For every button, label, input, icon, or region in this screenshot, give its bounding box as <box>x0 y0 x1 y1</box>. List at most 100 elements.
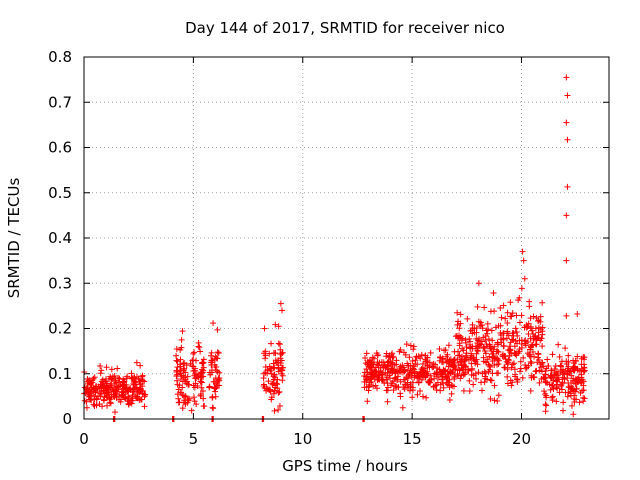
data-point <box>509 310 516 317</box>
data-point <box>210 320 217 327</box>
data-point <box>91 402 98 409</box>
data-point <box>275 323 282 330</box>
data-point <box>268 340 275 347</box>
data-point <box>548 367 555 374</box>
data-point <box>99 382 106 389</box>
data-point <box>391 362 398 369</box>
data-point <box>263 385 270 392</box>
data-point <box>108 382 115 389</box>
data-point <box>436 345 443 352</box>
data-point <box>178 336 185 343</box>
data-point <box>214 326 221 333</box>
data-point <box>201 403 208 409</box>
data-point <box>103 383 110 390</box>
data-point <box>137 386 144 393</box>
data-point <box>503 358 510 365</box>
data-point <box>474 303 481 310</box>
data-point <box>83 388 90 395</box>
data-point <box>113 394 120 401</box>
data-point <box>522 361 529 368</box>
data-point <box>530 374 537 381</box>
data-point <box>543 394 550 401</box>
data-point <box>200 356 207 363</box>
data-point <box>451 360 458 367</box>
data-point <box>581 395 588 402</box>
data-point <box>507 346 514 353</box>
data-point <box>508 336 515 343</box>
data-point <box>486 353 493 360</box>
data-point <box>108 394 115 401</box>
data-point <box>398 366 405 373</box>
data-point <box>499 352 506 359</box>
y-tick-label: 0.3 <box>48 274 72 292</box>
data-point <box>104 389 111 396</box>
data-point <box>443 374 450 381</box>
data-point <box>513 328 520 335</box>
data-point <box>93 383 100 390</box>
data-point <box>516 294 523 301</box>
data-point <box>103 392 110 399</box>
data-point <box>520 354 527 361</box>
data-point <box>407 342 414 349</box>
data-point <box>479 370 486 377</box>
data-point <box>370 361 377 368</box>
data-point <box>127 399 134 406</box>
data-point <box>409 394 416 401</box>
data-point <box>197 392 204 399</box>
data-point <box>488 327 495 334</box>
data-point <box>469 327 476 334</box>
data-point <box>414 361 421 368</box>
data-point <box>178 372 185 379</box>
data-point <box>264 370 271 377</box>
data-point <box>503 335 510 342</box>
data-point <box>541 388 548 395</box>
data-point <box>559 407 566 414</box>
data-point <box>538 364 545 371</box>
data-point <box>517 368 524 375</box>
data-point <box>552 374 559 381</box>
data-point <box>179 392 186 399</box>
data-point <box>445 342 452 349</box>
data-point <box>367 364 374 371</box>
data-point <box>525 362 532 369</box>
data-point <box>504 319 511 326</box>
data-point <box>369 354 376 361</box>
data-point <box>542 390 549 397</box>
data-point <box>573 385 580 392</box>
data-point <box>517 358 524 365</box>
data-point <box>371 355 378 362</box>
data-point <box>439 376 446 383</box>
data-point <box>481 304 488 311</box>
data-point <box>571 377 578 384</box>
data-point <box>508 382 515 389</box>
data-point <box>180 360 187 367</box>
data-point <box>468 350 475 357</box>
data-point <box>504 380 511 387</box>
data-point <box>512 371 519 378</box>
data-point <box>445 363 452 370</box>
data-point <box>198 379 205 386</box>
data-point <box>581 361 588 368</box>
data-point <box>406 371 413 378</box>
data-point <box>118 388 125 395</box>
y-axis-label: SRMTID / TECUs <box>5 178 23 299</box>
data-point <box>502 315 509 322</box>
x-axis-label: GPS time / hours <box>282 457 408 475</box>
data-point <box>460 347 467 354</box>
data-point <box>460 387 467 394</box>
data-point <box>487 363 494 370</box>
data-point <box>511 366 518 373</box>
data-point <box>406 354 413 361</box>
data-point <box>446 396 453 403</box>
data-point <box>527 346 534 353</box>
data-point <box>439 380 446 387</box>
data-point <box>450 366 457 373</box>
data-point <box>174 377 181 384</box>
data-point <box>431 375 438 382</box>
data-point <box>275 340 282 347</box>
data-point <box>389 354 396 361</box>
data-point <box>535 324 542 331</box>
data-point <box>577 389 584 396</box>
y-tick-label: 0.1 <box>48 365 72 383</box>
